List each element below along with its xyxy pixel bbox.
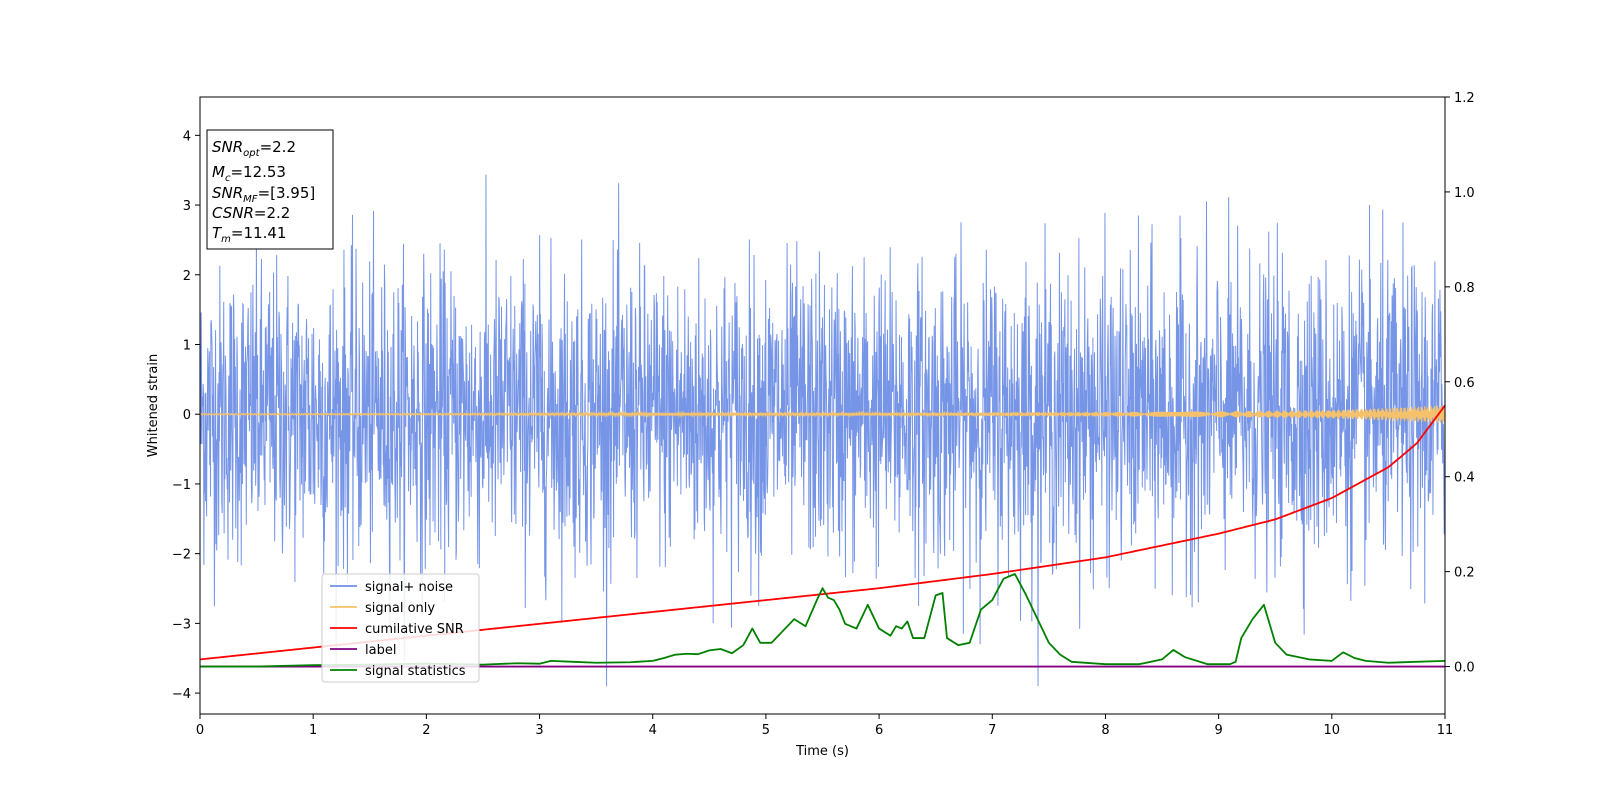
x-tick-label: 6 <box>875 723 883 738</box>
info-box-frame <box>206 129 334 250</box>
legend-item-signal-only: signal only <box>330 601 435 616</box>
y-left-tick-label: −4 <box>172 687 191 702</box>
y-right-tick-label: 0.4 <box>1454 471 1475 486</box>
x-tick-label: 9 <box>1214 723 1222 738</box>
y-left-tick-label: −1 <box>172 478 191 493</box>
svg-text:cumilative SNR: cumilative SNR <box>365 622 464 637</box>
x-tick-label: 3 <box>535 723 543 738</box>
x-axis-label: Time (s) <box>795 744 849 759</box>
x-tick-label: 10 <box>1324 723 1341 738</box>
y-axis-left: −4 −3 −2 −1 0 1 2 3 4 <box>172 129 200 702</box>
y-right-tick-label: 1.0 <box>1454 186 1475 201</box>
y-right-tick-label: 0.6 <box>1454 376 1475 391</box>
signal-only-series <box>200 405 1445 423</box>
signal-only-line <box>200 405 1445 423</box>
y-axis-label: Whitened strain <box>146 354 161 457</box>
signal-statistics-line <box>200 573 1445 668</box>
legend-item-signal-statistics: signal statistics <box>330 664 466 679</box>
x-tick-label: 2 <box>422 723 430 738</box>
info-line: SNRopt=2.2 <box>212 138 296 159</box>
x-tick-label: 7 <box>988 723 996 738</box>
legend: signal+ noise signal only cumilative SNR la… <box>321 573 480 683</box>
legend-item-cumulative-snr: cumilative SNR <box>330 622 464 637</box>
x-tick-label: 1 <box>309 723 317 738</box>
svg-text:signal+ noise: signal+ noise <box>365 580 453 595</box>
y-left-tick-label: 0 <box>183 408 191 423</box>
info-line: Tm=11.41 <box>212 224 286 245</box>
y-right-tick-label: 1.2 <box>1454 91 1475 106</box>
y-right-tick-label: 0.8 <box>1454 281 1475 296</box>
x-tick-label: 5 <box>762 723 770 738</box>
signal-noise-series <box>200 174 1445 687</box>
y-left-tick-label: 2 <box>183 269 191 284</box>
x-tick-label: 8 <box>1101 723 1109 738</box>
svg-text:signal only: signal only <box>365 601 435 616</box>
x-tick-label: 0 <box>196 723 204 738</box>
y-right-tick-label: 0.0 <box>1454 661 1475 676</box>
legend-item-label: label <box>330 643 396 658</box>
info-line: CSNR=2.2 <box>212 204 290 222</box>
y-left-tick-label: 1 <box>183 338 191 353</box>
legend-item-signal-noise: signal+ noise <box>330 580 453 595</box>
info-line: Mc=12.53 <box>212 163 286 184</box>
y-right-tick-label: 0.2 <box>1454 566 1475 581</box>
signal-noise-line <box>200 174 1445 687</box>
y-left-tick-label: −2 <box>172 548 191 563</box>
x-axis: 0 1 2 3 4 5 6 7 8 9 10 11 <box>196 714 1453 738</box>
svg-text:signal statistics: signal statistics <box>365 664 466 679</box>
info-line: SNRMF=[3.95] <box>212 184 315 205</box>
legend-frame <box>321 573 480 683</box>
y-left-tick-label: 4 <box>183 129 191 144</box>
y-axis-right: 0.0 0.2 0.4 0.6 0.8 1.0 1.2 <box>1445 91 1475 676</box>
y-left-tick-label: 3 <box>183 199 191 214</box>
y-left-tick-label: −3 <box>172 617 191 632</box>
svg-text:label: label <box>365 643 396 658</box>
plot-area-frame <box>199 96 1446 715</box>
x-tick-label: 4 <box>649 723 657 738</box>
x-tick-label: 11 <box>1437 723 1454 738</box>
